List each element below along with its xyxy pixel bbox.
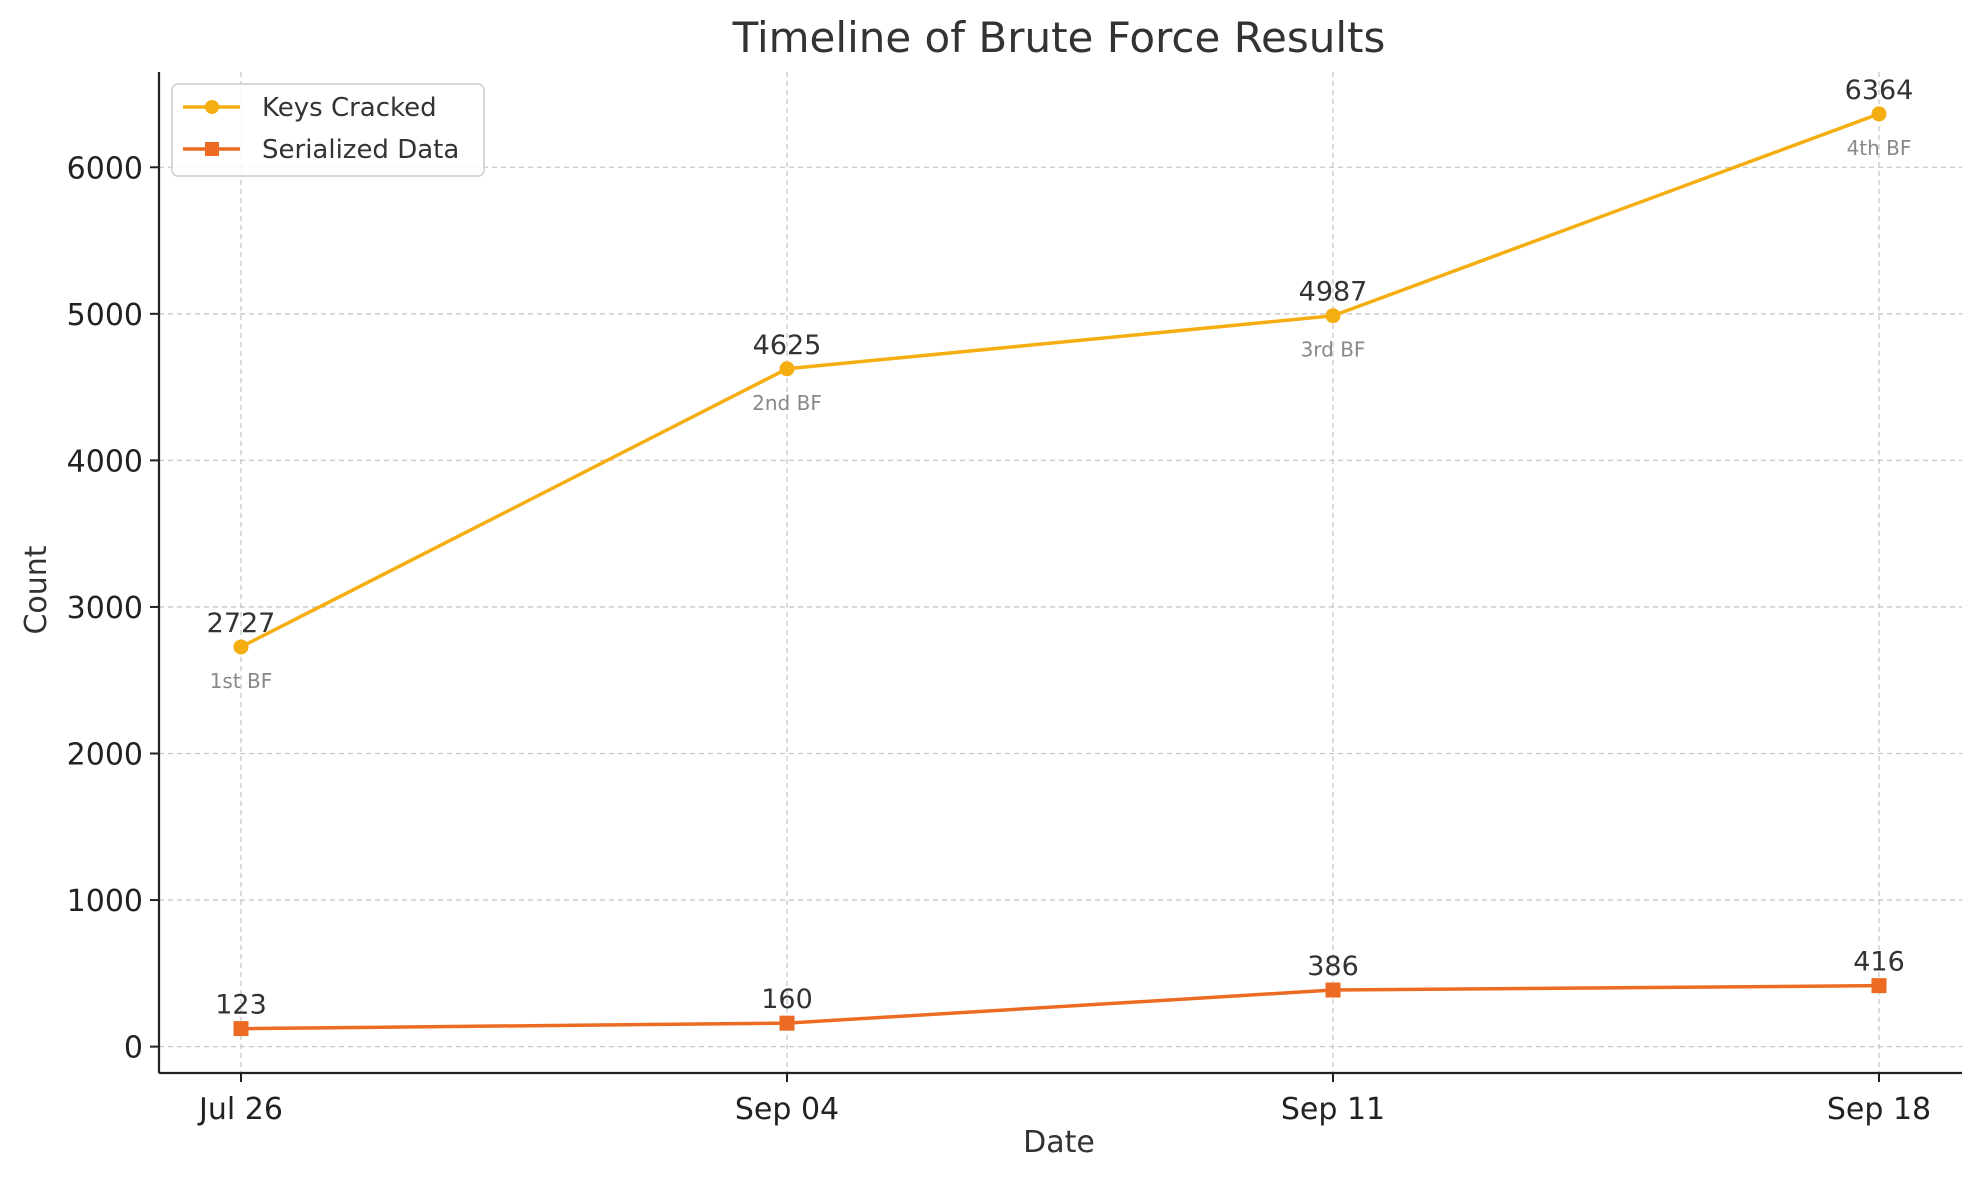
- annotation-label: 2nd BF: [752, 391, 822, 415]
- data-label: 4625: [753, 330, 822, 361]
- y-axis-label: Count: [19, 545, 54, 634]
- x-tick-label: Sep 04: [735, 1092, 839, 1127]
- legend-label-keys-cracked: Keys Cracked: [262, 93, 437, 123]
- tick-labels: 0 1000 2000 3000 4000 5000 6000 Jul 26 Sep 04 Sep…: [67, 151, 1931, 1127]
- y-tick-label: 1000: [67, 884, 143, 919]
- series-line-keys-cracked: [240, 112, 1880, 649]
- y-tick-label: 2000: [67, 738, 143, 773]
- data-label: 386: [1307, 951, 1359, 982]
- data-point: [1325, 982, 1341, 998]
- data-point: [1871, 978, 1887, 994]
- y-tick-label: 3000: [67, 591, 143, 626]
- axes: [157, 72, 1962, 1075]
- x-axis-label: Date: [1023, 1125, 1095, 1160]
- y-tick-label: 0: [124, 1031, 143, 1066]
- legend-marker-keys-cracked: [205, 100, 219, 114]
- data-point: [233, 639, 249, 655]
- x-tick-label: Sep 18: [1827, 1092, 1931, 1127]
- legend-label-serialized-data: Serialized Data: [262, 135, 459, 165]
- data-label: 416: [1853, 947, 1905, 978]
- y-tick-label: 4000: [67, 444, 143, 479]
- y-tick-label: 5000: [67, 298, 143, 333]
- x-tick-label: Sep 11: [1281, 1092, 1385, 1127]
- data-point: [779, 1015, 795, 1031]
- annotation-label: 4th BF: [1847, 136, 1912, 160]
- chart-title: Timeline of Brute Force Results: [732, 13, 1386, 62]
- data-point: [233, 1021, 249, 1037]
- x-tick-label: Jul 26: [197, 1092, 283, 1127]
- annotation-label: 3rd BF: [1301, 338, 1366, 362]
- legend: Keys Cracked Serialized Data: [171, 83, 485, 177]
- data-label: 2727: [207, 608, 276, 639]
- data-label: 160: [761, 984, 813, 1015]
- data-label: 4987: [1299, 277, 1368, 308]
- legend-box: [171, 83, 485, 177]
- y-tick-label: 6000: [67, 151, 143, 186]
- data-label: 6364: [1845, 75, 1914, 106]
- legend-marker-serialized-data: [205, 142, 219, 156]
- series: [233, 106, 1887, 1037]
- data-point: [779, 361, 795, 377]
- data-point: [1325, 308, 1341, 324]
- data-label: 123: [215, 990, 267, 1021]
- series-line-serialized-data: [240, 983, 1880, 1031]
- data-point: [1871, 106, 1887, 122]
- annotation-label: 1st BF: [210, 669, 273, 693]
- data-labels: 2727 1st BF 4625 2nd BF 4987 3rd BF 6364 4th BF…: [207, 75, 1914, 1021]
